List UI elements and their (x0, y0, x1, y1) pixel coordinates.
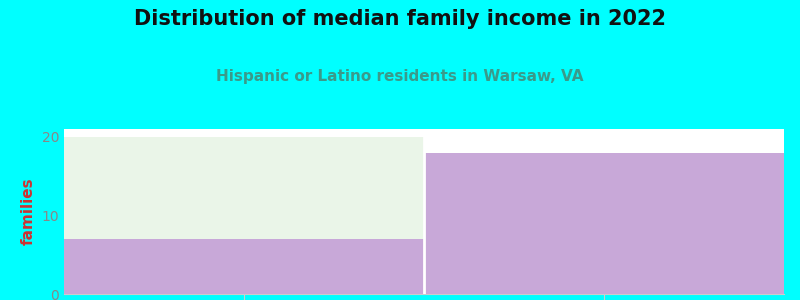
Bar (64, 239, 424, 294)
Bar (64, 137, 424, 294)
Y-axis label: families: families (21, 178, 36, 245)
Text: Distribution of median family income in 2022: Distribution of median family income in … (134, 9, 666, 29)
Text: Hispanic or Latino residents in Warsaw, VA: Hispanic or Latino residents in Warsaw, … (216, 69, 584, 84)
Bar (424, 153, 784, 294)
